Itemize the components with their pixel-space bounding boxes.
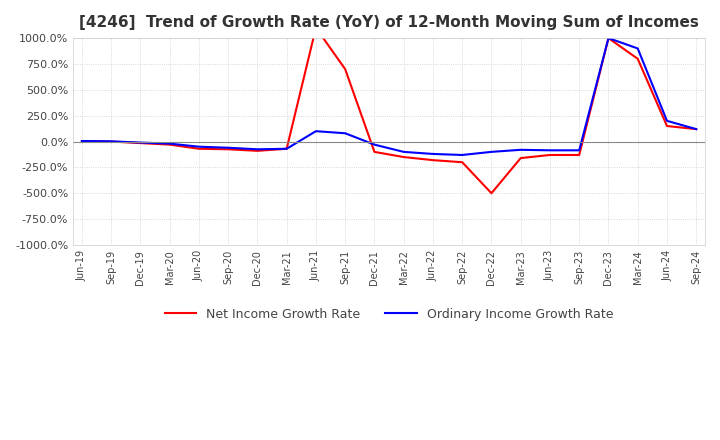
Ordinary Income Growth Rate [428,151,437,157]
Ordinary Income Growth Rate [662,118,671,124]
Ordinary Income Growth Rate [341,131,349,136]
Net Income Growth Rate [166,142,174,147]
Net Income Growth Rate [692,126,701,132]
Ordinary Income Growth Rate [224,145,233,150]
Ordinary Income Growth Rate [194,144,203,149]
Line: Ordinary Income Growth Rate: Ordinary Income Growth Rate [82,38,696,155]
Ordinary Income Growth Rate [107,139,115,144]
Ordinary Income Growth Rate [575,148,583,153]
Net Income Growth Rate [458,160,467,165]
Net Income Growth Rate [604,36,613,41]
Ordinary Income Growth Rate [78,138,86,143]
Net Income Growth Rate [400,154,408,160]
Ordinary Income Growth Rate [253,147,262,152]
Net Income Growth Rate [575,152,583,158]
Legend: Net Income Growth Rate, Ordinary Income Growth Rate: Net Income Growth Rate, Ordinary Income … [160,303,618,326]
Ordinary Income Growth Rate [634,46,642,51]
Title: [4246]  Trend of Growth Rate (YoY) of 12-Month Moving Sum of Incomes: [4246] Trend of Growth Rate (YoY) of 12-… [79,15,699,30]
Net Income Growth Rate [282,146,291,151]
Ordinary Income Growth Rate [458,152,467,158]
Net Income Growth Rate [136,140,145,146]
Ordinary Income Growth Rate [370,142,379,147]
Ordinary Income Growth Rate [312,128,320,134]
Net Income Growth Rate [224,147,233,152]
Line: Net Income Growth Rate: Net Income Growth Rate [82,28,696,193]
Net Income Growth Rate [341,66,349,72]
Net Income Growth Rate [487,191,496,196]
Ordinary Income Growth Rate [546,148,554,153]
Net Income Growth Rate [312,25,320,30]
Net Income Growth Rate [253,148,262,154]
Ordinary Income Growth Rate [604,36,613,41]
Net Income Growth Rate [546,152,554,158]
Net Income Growth Rate [516,155,525,161]
Ordinary Income Growth Rate [282,146,291,151]
Ordinary Income Growth Rate [400,149,408,154]
Net Income Growth Rate [370,149,379,154]
Ordinary Income Growth Rate [516,147,525,152]
Net Income Growth Rate [662,123,671,128]
Net Income Growth Rate [194,146,203,151]
Ordinary Income Growth Rate [487,149,496,154]
Net Income Growth Rate [78,138,86,143]
Net Income Growth Rate [428,158,437,163]
Ordinary Income Growth Rate [166,141,174,146]
Ordinary Income Growth Rate [136,140,145,145]
Net Income Growth Rate [107,139,115,144]
Ordinary Income Growth Rate [692,126,701,132]
Net Income Growth Rate [634,56,642,62]
